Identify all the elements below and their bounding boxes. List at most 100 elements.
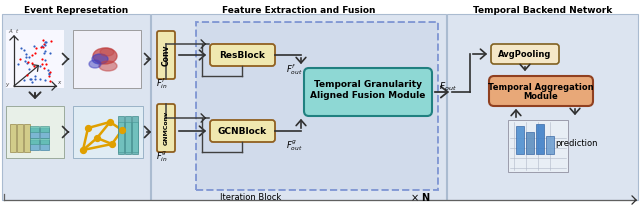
Point <box>24 67 34 71</box>
Point <box>38 45 48 48</box>
Point <box>92 136 102 140</box>
Point <box>29 44 39 48</box>
Ellipse shape <box>100 48 114 56</box>
Bar <box>536 124 544 154</box>
Point <box>26 77 36 81</box>
Point <box>25 77 35 81</box>
Bar <box>132 116 138 154</box>
Text: Iteration Block: Iteration Block <box>220 193 281 202</box>
Point <box>37 58 47 61</box>
Bar <box>6 30 64 88</box>
Text: $A$: $A$ <box>8 27 13 35</box>
Point <box>37 62 47 66</box>
Bar <box>125 116 131 154</box>
Point <box>45 70 56 74</box>
Text: Feature Extraction and Fusion: Feature Extraction and Fusion <box>222 6 376 15</box>
Bar <box>40 140 49 150</box>
Point <box>43 68 53 72</box>
Point <box>39 42 49 46</box>
Point <box>35 46 45 49</box>
Bar <box>526 132 534 154</box>
Text: Temporal Aggregation: Temporal Aggregation <box>488 83 594 92</box>
Point <box>15 47 26 50</box>
Bar <box>40 126 49 132</box>
Text: $F_{in}^f$: $F_{in}^f$ <box>156 77 168 91</box>
Text: $F_{in}^g$: $F_{in}^g$ <box>156 150 168 164</box>
Point <box>83 126 93 130</box>
Point <box>20 52 31 55</box>
Bar <box>30 138 39 144</box>
Point <box>22 61 33 64</box>
Point <box>45 51 56 54</box>
Bar <box>516 126 524 154</box>
FancyBboxPatch shape <box>491 44 559 64</box>
Text: prediction: prediction <box>555 140 597 149</box>
Ellipse shape <box>93 48 117 64</box>
Bar <box>118 122 124 152</box>
Point <box>41 40 51 43</box>
Point <box>27 61 37 64</box>
Text: $t$: $t$ <box>15 27 19 35</box>
Point <box>117 128 127 132</box>
Point <box>45 79 55 83</box>
Text: $\times$ N: $\times$ N <box>410 191 431 203</box>
Bar <box>151 14 446 200</box>
Point <box>31 46 41 49</box>
Point <box>27 80 37 84</box>
Ellipse shape <box>89 60 101 68</box>
Point <box>40 58 50 61</box>
Bar <box>118 116 124 154</box>
Point <box>30 77 40 81</box>
Text: Temporal Backend Network: Temporal Backend Network <box>474 6 612 15</box>
Point <box>44 74 54 78</box>
Text: AvgPooling: AvgPooling <box>499 49 552 58</box>
FancyBboxPatch shape <box>157 104 175 152</box>
Bar <box>196 22 438 190</box>
Bar <box>17 124 23 152</box>
Point <box>19 79 29 82</box>
FancyBboxPatch shape <box>489 76 593 106</box>
Point <box>78 148 88 152</box>
Text: Conv: Conv <box>161 44 170 66</box>
Ellipse shape <box>99 61 117 71</box>
Bar <box>73 30 141 88</box>
Bar <box>6 106 64 158</box>
FancyBboxPatch shape <box>210 44 275 66</box>
Point <box>20 59 30 63</box>
Point <box>24 60 34 64</box>
Text: Event Represetation: Event Represetation <box>24 6 128 15</box>
Point <box>30 51 40 55</box>
FancyBboxPatch shape <box>157 31 175 79</box>
Bar <box>73 106 143 158</box>
Text: GNMConv: GNMConv <box>163 111 168 145</box>
Point <box>44 71 54 74</box>
Point <box>35 77 45 81</box>
Point <box>40 49 50 53</box>
Point <box>13 62 24 66</box>
Point <box>38 52 49 55</box>
Text: GCNBlock: GCNBlock <box>218 126 267 135</box>
Point <box>15 57 25 60</box>
Point <box>29 65 39 68</box>
Bar <box>40 138 49 144</box>
Text: $y$: $y$ <box>5 81 10 89</box>
Point <box>40 78 51 82</box>
Ellipse shape <box>92 54 108 64</box>
Point <box>45 40 56 43</box>
Point <box>28 53 38 56</box>
Bar <box>125 122 131 152</box>
Text: $F_{out}^f$: $F_{out}^f$ <box>286 62 303 77</box>
Point <box>29 74 40 78</box>
Point <box>107 142 117 146</box>
Text: ResBlock: ResBlock <box>219 51 265 59</box>
Point <box>38 38 48 42</box>
FancyBboxPatch shape <box>210 120 275 142</box>
Bar <box>10 124 16 152</box>
Text: $F_{out}^g$: $F_{out}^g$ <box>286 139 303 153</box>
Bar <box>40 128 49 138</box>
Point <box>20 56 31 59</box>
Bar <box>30 126 39 132</box>
Text: Temporal Granularity: Temporal Granularity <box>314 79 422 89</box>
Text: Module: Module <box>524 92 558 101</box>
Bar <box>508 120 568 172</box>
